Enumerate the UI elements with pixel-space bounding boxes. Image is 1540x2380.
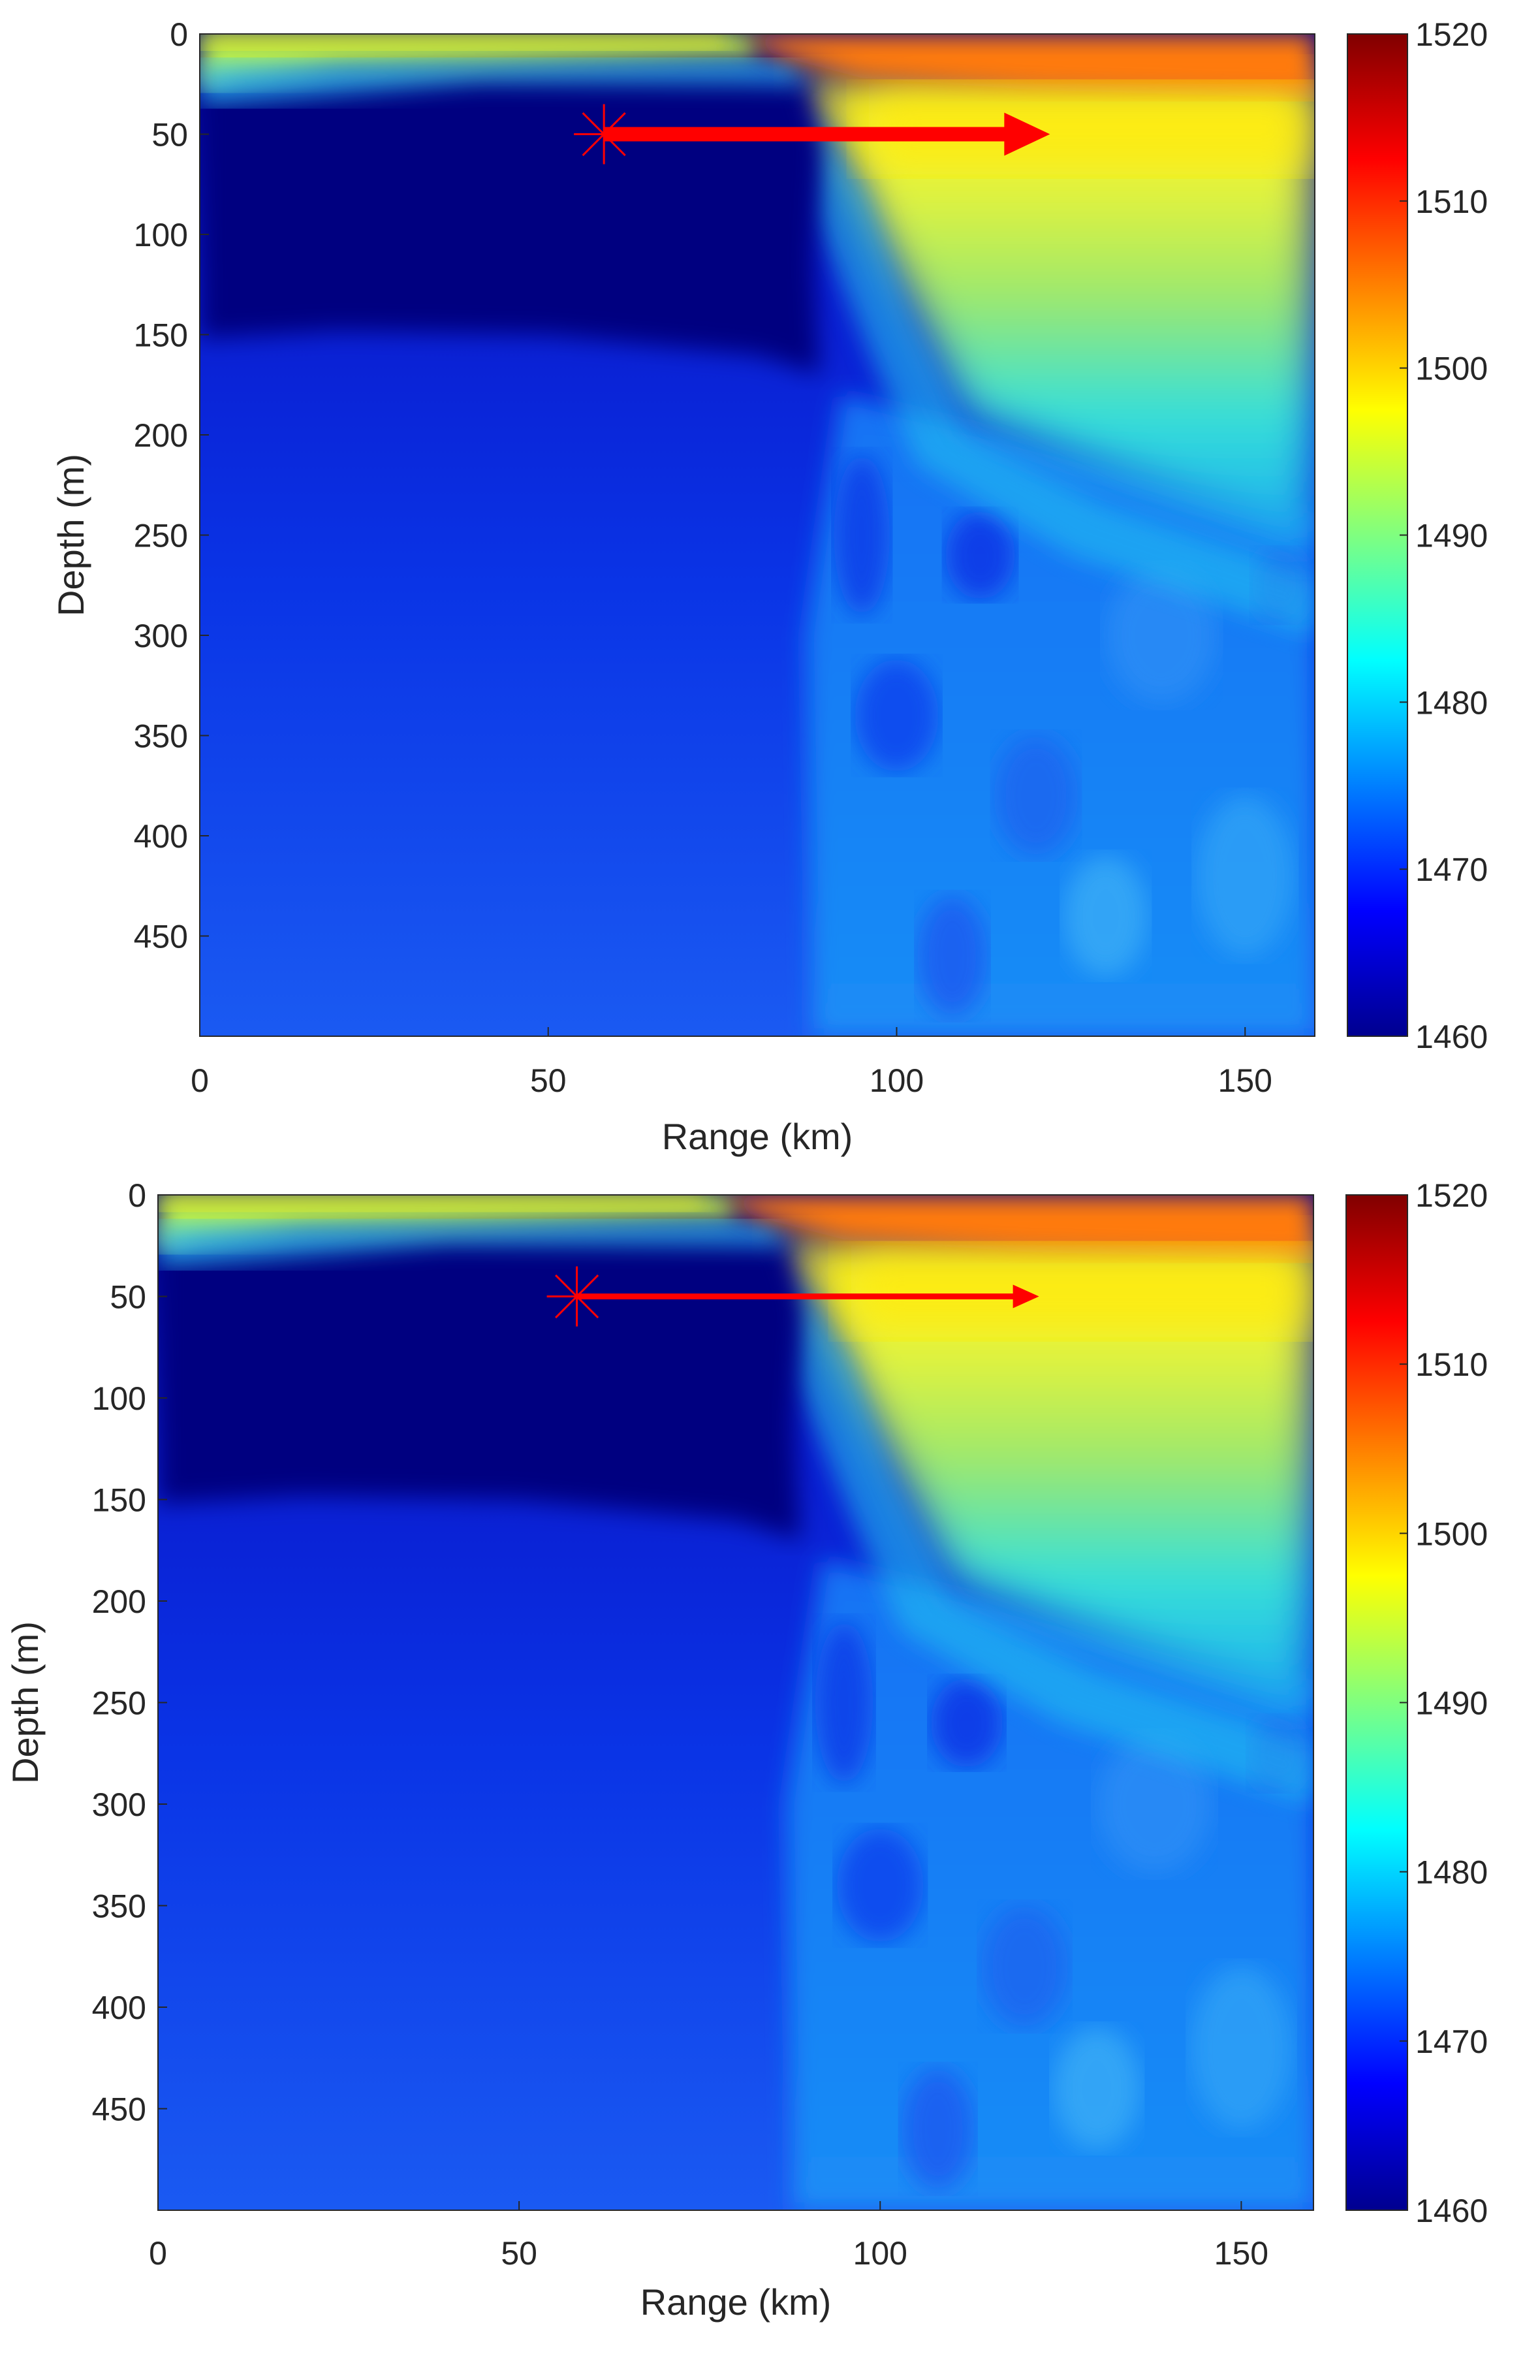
colorbar: 1460 1470 1480 1490 1500 1510 1520 [1345, 1177, 1488, 2229]
field-patch [945, 511, 1015, 599]
field-subsurface-yellow [851, 1245, 1313, 1337]
field-patch [834, 454, 890, 616]
y-tick-label: 150 [92, 1482, 146, 1519]
axes: 0 50 100 150 200 250 300 350 400 450 0 50 100 150 Rang… [50, 16, 1315, 1157]
field-patch [836, 1828, 924, 1943]
y-tick-label: 450 [92, 2091, 146, 2128]
colorbar-tick-label: 1470 [1415, 851, 1488, 888]
colorbar-gradient [1345, 1194, 1408, 2211]
x-tick-label: 150 [1214, 2235, 1268, 2272]
x-tick-label: 0 [191, 1062, 209, 1099]
colorbar-tick-label: 1460 [1415, 2193, 1488, 2229]
y-tick-label: 100 [92, 1380, 146, 1417]
x-tick-label: 100 [853, 2235, 907, 2272]
colorbar-gradient [1347, 33, 1408, 1037]
range-arrow-head [1004, 112, 1050, 156]
y-tick-label: 250 [134, 518, 188, 554]
y-tick-label: 450 [134, 919, 188, 955]
field-patch [902, 2068, 975, 2190]
x-axis-label: Range (km) [640, 2281, 832, 2323]
x-tick-label: 100 [870, 1062, 924, 1099]
axes: 0 50 100 150 200 250 300 350 400 450 0 50 100 150 Rang… [5, 1177, 1314, 2323]
field-patch [1196, 795, 1294, 957]
y-tick-label: 50 [110, 1279, 146, 1316]
y-tick-label: 300 [134, 618, 188, 654]
field-patch [815, 1621, 873, 1784]
field-surface-west-cyan [158, 1221, 787, 1268]
x-tick-label: 50 [501, 2235, 537, 2272]
y-tick-label: 150 [134, 317, 188, 354]
x-tick-label: 150 [1218, 1062, 1272, 1099]
colorbar: 1460 1470 1480 1490 1500 1510 1520 [1347, 16, 1488, 1055]
y-tick-label: 200 [134, 417, 188, 454]
colorbar-tick-label: 1480 [1415, 684, 1488, 721]
annotation-layer [574, 104, 1050, 165]
field-patch [1063, 855, 1148, 976]
colorbar-tick-label: 1470 [1415, 2023, 1488, 2060]
colorbar-tick-label: 1490 [1415, 518, 1488, 554]
field-cold-core [158, 1229, 801, 1540]
colorbar-tick-label: 1510 [1415, 1346, 1488, 1383]
y-tick-label: 200 [92, 1583, 146, 1620]
field-patch [1097, 1735, 1213, 1873]
chart-panel-bottom: 0 50 100 150 200 250 300 350 400 450 0 50 100 150 Rang… [5, 1177, 1488, 2323]
sound-speed-field [200, 34, 1315, 1036]
y-tick-label: 0 [170, 16, 188, 53]
colorbar-tick-label: 1460 [1415, 1019, 1488, 1055]
colorbar-tick-label: 1510 [1415, 183, 1488, 220]
y-tick-label: 0 [128, 1177, 146, 1214]
field-patch [1190, 1966, 1292, 2129]
field-transition-band [813, 114, 1315, 636]
field-patch [1053, 2027, 1140, 2150]
colorbar-tick-label: 1500 [1415, 1515, 1488, 1552]
y-tick-label: 400 [92, 1990, 146, 2026]
x-tick-label: 50 [530, 1062, 567, 1099]
field-cold-core [200, 68, 821, 375]
y-axis-label: Depth (m) [5, 1621, 46, 1784]
field-surface-west-top [158, 1195, 707, 1211]
colorbar-tick-label: 1490 [1415, 1685, 1488, 1722]
y-tick-label: 350 [92, 1888, 146, 1925]
y-tick-label: 300 [92, 1786, 146, 1823]
colorbar-tick-label: 1520 [1415, 1177, 1488, 1214]
field-surface-west-top [200, 34, 730, 50]
annotation-layer [546, 1266, 1039, 1327]
x-axis-label: Range (km) [662, 1116, 853, 1157]
y-axis-label: Depth (m) [50, 454, 91, 616]
colorbar-tick-label: 1520 [1415, 16, 1488, 53]
chart-panel-top: 0 50 100 150 200 250 300 350 400 450 0 50 100 150 Rang… [50, 16, 1488, 1157]
field-patch [930, 1678, 1003, 1768]
y-tick-label: 350 [134, 718, 188, 755]
colorbar-tick-label: 1480 [1415, 1854, 1488, 1891]
range-arrow-head [1013, 1284, 1039, 1309]
field-patch [855, 659, 939, 772]
field-surface-east [743, 34, 1315, 99]
field-patch [981, 1905, 1068, 2028]
field-patch [1105, 567, 1218, 704]
sound-speed-field [158, 1195, 1313, 2210]
field-surface-east [721, 1195, 1313, 1260]
field-surface-west-cyan [200, 59, 806, 106]
field-patch [917, 896, 988, 1017]
y-tick-label: 400 [134, 818, 188, 855]
field-transition-band [793, 1276, 1313, 1804]
colorbar-tick-label: 1500 [1415, 351, 1488, 387]
field-warm-wedge [799, 78, 1315, 556]
y-tick-label: 50 [151, 117, 188, 153]
field-patch [994, 735, 1078, 856]
y-tick-label: 100 [134, 217, 188, 253]
x-tick-label: 0 [149, 2235, 167, 2272]
y-tick-label: 250 [92, 1685, 146, 1722]
field-warm-wedge [779, 1239, 1313, 1723]
